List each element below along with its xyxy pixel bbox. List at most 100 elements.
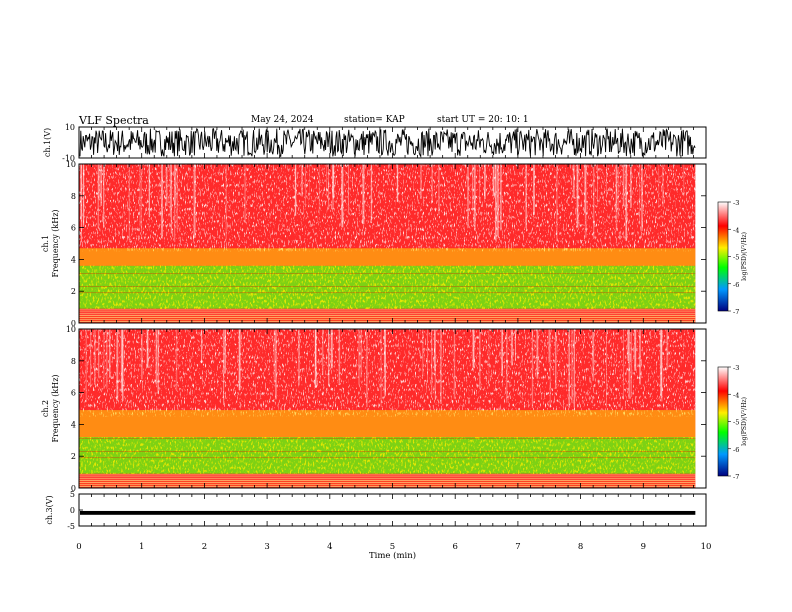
spectrogram-streak [683,164,685,197]
spectrogram-streak [318,164,320,215]
spectrogram-band-yellow [79,410,696,438]
spectrogram-streak [639,329,641,385]
spectrogram-ytick-label: 2 [71,287,76,296]
x-tick-label: 4 [327,542,332,552]
spectrogram-streak [695,329,698,370]
x-tick-label: 3 [264,542,269,552]
x-tick-label: 5 [390,542,395,552]
spectrogram-streak [617,164,619,218]
spectrogram-streak [238,329,241,391]
spectrogram-streak [639,164,641,225]
spectrogram-streak [627,329,629,361]
spectrogram-streak [453,329,456,399]
colorbar-tick-label: -3 [733,199,739,207]
spectrogram-streak [592,329,594,364]
spectrogram-channel-label: ch.1 [41,235,50,252]
spectrogram-band-noise [79,437,696,474]
spectrogram-streak [501,329,503,377]
spectrogram-streak [615,164,618,232]
spectrogram-streak [576,164,579,228]
spectrogram-streak [658,164,660,208]
spectrogram-streak [479,329,481,390]
spectrogram-ytick-label: 8 [71,192,76,201]
spectrogram-streak [420,164,422,200]
spectrogram-channel-label: ch.2 [41,400,50,417]
spectrogram-streak [479,164,480,200]
ch1-waveform-ylabel: ch.1(V) [43,128,52,157]
spectrogram-streak [606,164,607,198]
spectrogram-streak [506,329,508,403]
spectrogram-streak [116,329,119,401]
x-tick-label: 8 [578,542,583,552]
x-tick-label: 9 [641,542,646,552]
spectrogram-streak [622,164,625,206]
spectrogram-streak [628,329,630,399]
spectrogram-streak [572,164,575,199]
spectrogram-streak [169,164,171,218]
spectrogram-streak [85,329,87,403]
spectrogram-streak [383,329,386,395]
spectrogram-streak [109,329,111,378]
spectrogram-streak [500,164,502,231]
colorbar-label: log(PSD)(V²/Hz) [741,397,748,446]
spectrogram-ytick-label: 8 [71,357,76,366]
spectrogram-streak [630,329,632,397]
spectrogram-band-mixed [79,315,696,323]
spectrogram-streak [82,164,84,229]
colorbar-tick-label: -5 [733,254,739,262]
spectrogram-streak [573,329,575,408]
colorbar-tick-label: -5 [733,419,739,427]
ch3-ytick-label: -5 [67,522,75,531]
spectrogram-streak [548,329,550,363]
spectrogram-streak [193,164,196,239]
spectrogram-streak [165,164,168,207]
spectrogram-streak [362,164,365,225]
x-tick-label: 10 [701,542,712,552]
spectrogram-streak [148,164,150,218]
spectrogram-streak [146,329,149,368]
spectrogram-streak [100,164,102,206]
spectrogram-ytick-label: 0 [71,319,76,328]
spectrogram-streak [309,164,310,200]
spectrogram-streak [103,329,105,389]
spectrogram-streak [128,164,130,240]
spectrogram-streak [338,329,341,385]
spectrogram-streak [584,164,586,214]
spectrogram-streak [434,329,436,371]
spectrogram-streak [358,329,360,385]
spectrogram-streak [275,329,277,400]
spectrogram-streak [366,329,368,408]
spectrogram-streak [244,164,246,222]
colorbar-tick-label: -6 [733,281,739,289]
spectrogram-ytick-label: 10 [66,325,76,334]
spectrogram-streak [360,329,362,378]
colorbar-tick-label: -4 [733,226,739,234]
spectrogram-streak [326,164,328,197]
spectrogram-streak [385,329,386,397]
spectrogram-streak [606,329,607,408]
x-tick-label: 6 [452,542,457,552]
ch3-waveform-ylabel: ch.3(V) [45,495,54,524]
spectrogram-streak [341,164,344,228]
x-axis-label: Time (min) [369,550,416,561]
spectrogram-ytick-label: 4 [71,255,76,264]
spectrogram-streak [660,329,662,397]
spectrogram-streak [103,164,105,228]
spectrogram-streak [396,164,399,202]
spectrogram-streak [174,164,176,243]
spectrogram-streak [495,164,497,241]
colorbar-tick-label: -4 [733,391,739,399]
spectrogram-streak [298,329,300,386]
colorbar-tick-label: -7 [733,308,739,316]
ch3-ytick-label: 5 [70,490,75,499]
spectrogram-streak [488,329,490,383]
x-tick-label: 7 [515,542,520,552]
spectrogram-streak [440,329,442,404]
spectrogram-streak [422,329,424,377]
spectrogram-streak [597,164,598,202]
colorbar [717,201,729,312]
spectrogram-streak [634,329,637,371]
spectrogram-streak [474,164,476,231]
spectrogram-streak [155,329,157,385]
